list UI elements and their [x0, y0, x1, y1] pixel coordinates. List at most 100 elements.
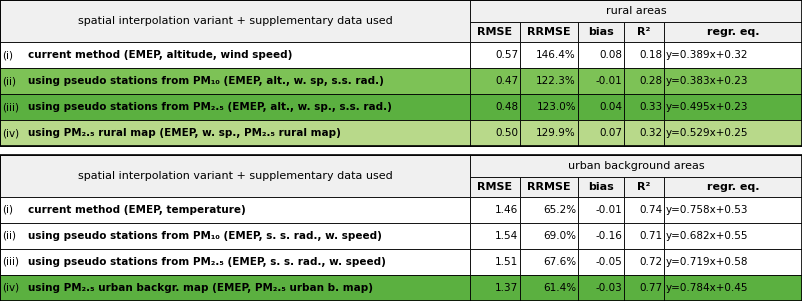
Text: y=0.389x+0.32: y=0.389x+0.32 [666, 50, 748, 60]
Bar [664, 22, 802, 42]
Text: y=0.784x+0.45: y=0.784x+0.45 [666, 283, 748, 293]
Text: bias: bias [588, 27, 614, 37]
Text: -0.01: -0.01 [595, 76, 622, 86]
Text: 0.04: 0.04 [599, 102, 622, 112]
Bar [470, 177, 520, 197]
Bar [624, 68, 664, 94]
Text: y=0.758x+0.53: y=0.758x+0.53 [666, 205, 748, 215]
Bar [520, 68, 578, 94]
Bar [624, 249, 664, 275]
Text: RRMSE: RRMSE [527, 182, 571, 192]
Bar [624, 177, 664, 197]
Bar [624, 42, 664, 68]
Text: 1.46: 1.46 [495, 205, 518, 215]
Bar [520, 249, 578, 275]
Text: regr. eq.: regr. eq. [707, 182, 759, 192]
Text: 0.08: 0.08 [599, 50, 622, 60]
Text: using pseudo stations from PM₁₀ (EMEP, s. s. rad., w. speed): using pseudo stations from PM₁₀ (EMEP, s… [28, 231, 382, 241]
Bar [664, 68, 802, 94]
Bar [0, 155, 470, 197]
Bar [624, 94, 664, 120]
Text: (iv): (iv) [2, 283, 19, 293]
Bar [0, 0, 470, 42]
Text: (ii): (ii) [2, 76, 16, 86]
Bar [470, 120, 520, 146]
Text: (i): (i) [2, 50, 13, 60]
Bar [0, 223, 470, 249]
Text: 61.4%: 61.4% [543, 283, 576, 293]
Text: y=0.383x+0.23: y=0.383x+0.23 [666, 76, 748, 86]
Bar [578, 223, 624, 249]
Text: 122.3%: 122.3% [537, 76, 576, 86]
Bar [0, 120, 470, 146]
Bar [470, 197, 520, 223]
Bar [624, 197, 664, 223]
Bar [624, 275, 664, 301]
Bar [578, 68, 624, 94]
Text: RMSE: RMSE [477, 182, 512, 192]
Text: 123.0%: 123.0% [537, 102, 576, 112]
Text: R²: R² [638, 182, 650, 192]
Bar [578, 22, 624, 42]
Text: regr. eq.: regr. eq. [707, 27, 759, 37]
Bar [0, 155, 802, 301]
Text: -0.16: -0.16 [595, 231, 622, 241]
Bar [0, 249, 470, 275]
Text: bias: bias [588, 182, 614, 192]
Text: using pseudo stations from PM₁₀ (EMEP, alt., w. sp, s.s. rad.): using pseudo stations from PM₁₀ (EMEP, a… [28, 76, 384, 86]
Text: urban background areas: urban background areas [568, 161, 704, 171]
Text: 0.47: 0.47 [495, 76, 518, 86]
Text: (ii): (ii) [2, 231, 16, 241]
Text: 0.57: 0.57 [495, 50, 518, 60]
Bar [470, 223, 520, 249]
Bar [664, 120, 802, 146]
Text: 65.2%: 65.2% [543, 205, 576, 215]
Bar [470, 249, 520, 275]
Text: (iii): (iii) [2, 102, 19, 112]
Text: (i): (i) [2, 205, 13, 215]
Text: 146.4%: 146.4% [537, 50, 576, 60]
Text: -0.03: -0.03 [595, 283, 622, 293]
Bar [578, 249, 624, 275]
Text: rural areas: rural areas [606, 6, 666, 16]
Text: 0.50: 0.50 [495, 128, 518, 138]
Bar [578, 120, 624, 146]
Bar [624, 120, 664, 146]
Bar [520, 94, 578, 120]
Text: 1.51: 1.51 [495, 257, 518, 267]
Text: current method (EMEP, altitude, wind speed): current method (EMEP, altitude, wind spe… [28, 50, 293, 60]
Text: current method (EMEP, temperature): current method (EMEP, temperature) [28, 205, 245, 215]
Bar [624, 223, 664, 249]
Bar [664, 275, 802, 301]
Text: 0.74: 0.74 [639, 205, 662, 215]
Text: y=0.682x+0.55: y=0.682x+0.55 [666, 231, 748, 241]
Text: 0.72: 0.72 [639, 257, 662, 267]
Bar [578, 94, 624, 120]
Text: RMSE: RMSE [477, 27, 512, 37]
Text: 0.07: 0.07 [599, 128, 622, 138]
Bar [664, 94, 802, 120]
Bar [664, 249, 802, 275]
Text: -0.05: -0.05 [595, 257, 622, 267]
Bar [520, 177, 578, 197]
Bar [578, 42, 624, 68]
Bar [520, 42, 578, 68]
Text: 0.71: 0.71 [639, 231, 662, 241]
Text: 0.33: 0.33 [639, 102, 662, 112]
Bar [578, 275, 624, 301]
Bar [578, 177, 624, 197]
Text: y=0.719x+0.58: y=0.719x+0.58 [666, 257, 748, 267]
Bar [470, 42, 520, 68]
Text: (iv): (iv) [2, 128, 19, 138]
Text: 69.0%: 69.0% [543, 231, 576, 241]
Bar [520, 22, 578, 42]
Text: using PM₂.₅ urban backgr. map (EMEP, PM₂.₅ urban b. map): using PM₂.₅ urban backgr. map (EMEP, PM₂… [28, 283, 373, 293]
Bar [0, 68, 470, 94]
Bar [520, 223, 578, 249]
Bar [664, 197, 802, 223]
Bar [624, 22, 664, 42]
Bar [0, 0, 802, 146]
Bar [664, 223, 802, 249]
Text: 1.37: 1.37 [495, 283, 518, 293]
Text: (iii): (iii) [2, 257, 19, 267]
